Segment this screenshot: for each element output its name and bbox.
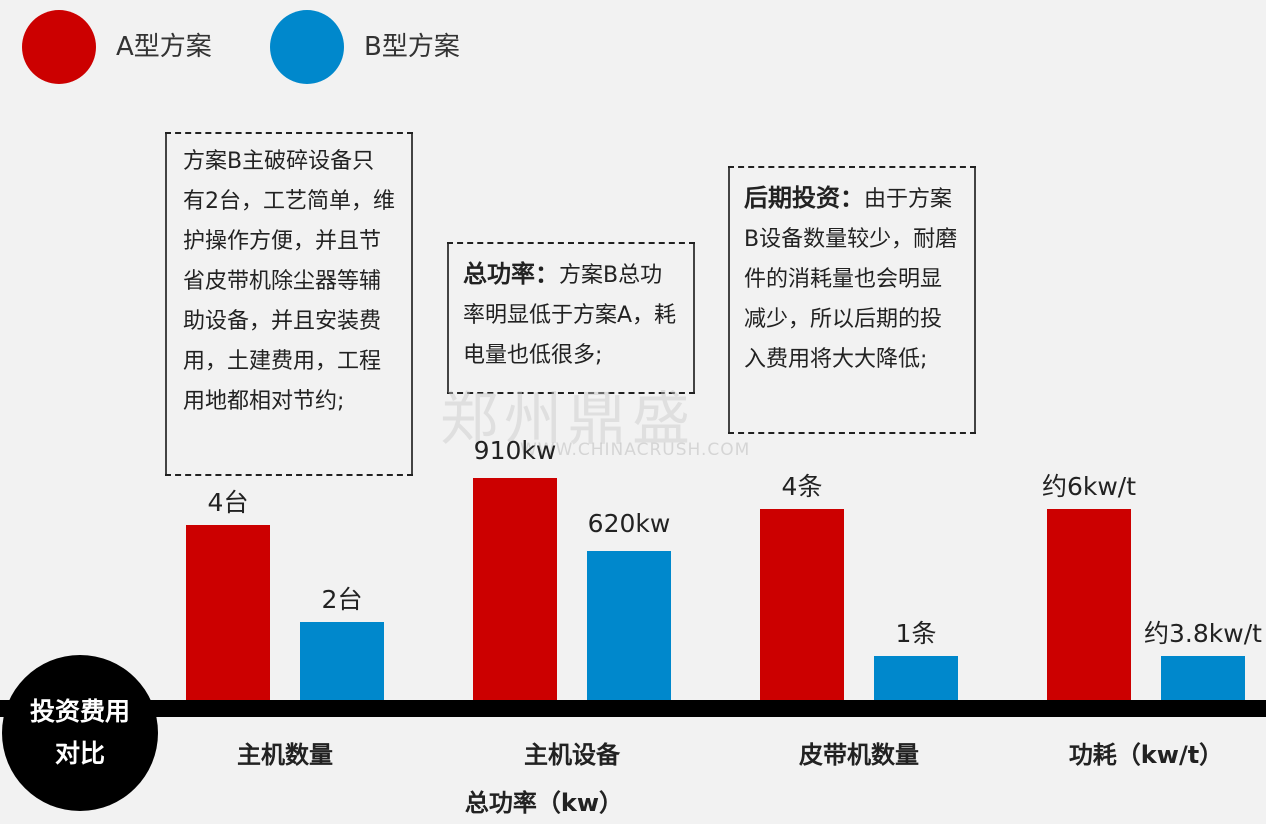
- note-power: 总功率：方案B总功率明显低于方案A，耗电量也低很多;: [447, 242, 695, 394]
- category-label-3: 功耗（kw/t）: [1068, 741, 1224, 769]
- note-investment-heading: 后期投资：: [744, 184, 864, 212]
- category-label-2: 皮带机数量: [799, 741, 919, 769]
- watermark-url: WWW.CHINACRUSH.COM: [520, 440, 751, 460]
- legend-swatch-b: [270, 10, 344, 84]
- legend-swatch-a: [22, 10, 96, 84]
- note-power-text: 方案B总功率明显低于方案A，耗电量也低很多;: [463, 263, 677, 368]
- value-label-b-1: 620kw: [587, 509, 671, 538]
- axis-badge-line1: 投资费用: [29, 697, 130, 726]
- bar-b-3: [1161, 656, 1245, 700]
- x-axis-baseline: [0, 700, 1266, 717]
- bar-a-2: [760, 509, 844, 700]
- value-label-a-2: 4条: [781, 472, 823, 501]
- note-power-heading: 总功率：: [463, 260, 559, 288]
- bar-a-3: [1047, 509, 1131, 700]
- note-equipment: 方案B主破碎设备只有2台，工艺简单，维护操作方便，并且节省皮带机除尘器等辅助设备…: [165, 132, 413, 476]
- note-investment: 后期投资：由于方案B设备数量较少，耐磨件的消耗量也会明显减少，所以后期的投入费用…: [728, 166, 976, 434]
- category-label-0: 主机数量: [237, 741, 333, 769]
- category-label-1-line2: 总功率（kw）: [464, 789, 624, 817]
- value-label-a-3: 约6kw/t: [1041, 472, 1137, 501]
- axis-badge-line2: 对比: [54, 739, 105, 768]
- bar-b-0: [300, 622, 384, 700]
- note-investment-text: 由于方案B设备数量较少，耐磨件的消耗量也会明显减少，所以后期的投入费用将大大降低…: [744, 187, 958, 372]
- value-label-b-3: 约3.8kw/t: [1144, 619, 1262, 648]
- legend-label-b: B型方案: [364, 32, 460, 62]
- axis-badge: 投资费用 对比: [2, 655, 158, 811]
- bar-b-1: [587, 551, 671, 700]
- bar-a-1: [473, 478, 557, 700]
- bar-b-2: [874, 656, 958, 700]
- value-label-a-1: 910kw: [473, 436, 557, 465]
- value-label-b-2: 1条: [895, 619, 937, 648]
- note-equipment-text: 方案B主破碎设备只有2台，工艺简单，维护操作方便，并且节省皮带机除尘器等辅助设备…: [183, 149, 395, 414]
- bar-a-0: [186, 525, 270, 700]
- watermark-logo: 郑州鼎盛: [440, 385, 697, 453]
- value-label-a-0: 4台: [207, 488, 249, 517]
- legend-label-a: A型方案: [116, 32, 212, 62]
- value-label-b-0: 2台: [321, 585, 363, 614]
- category-label-1: 主机设备: [524, 741, 620, 769]
